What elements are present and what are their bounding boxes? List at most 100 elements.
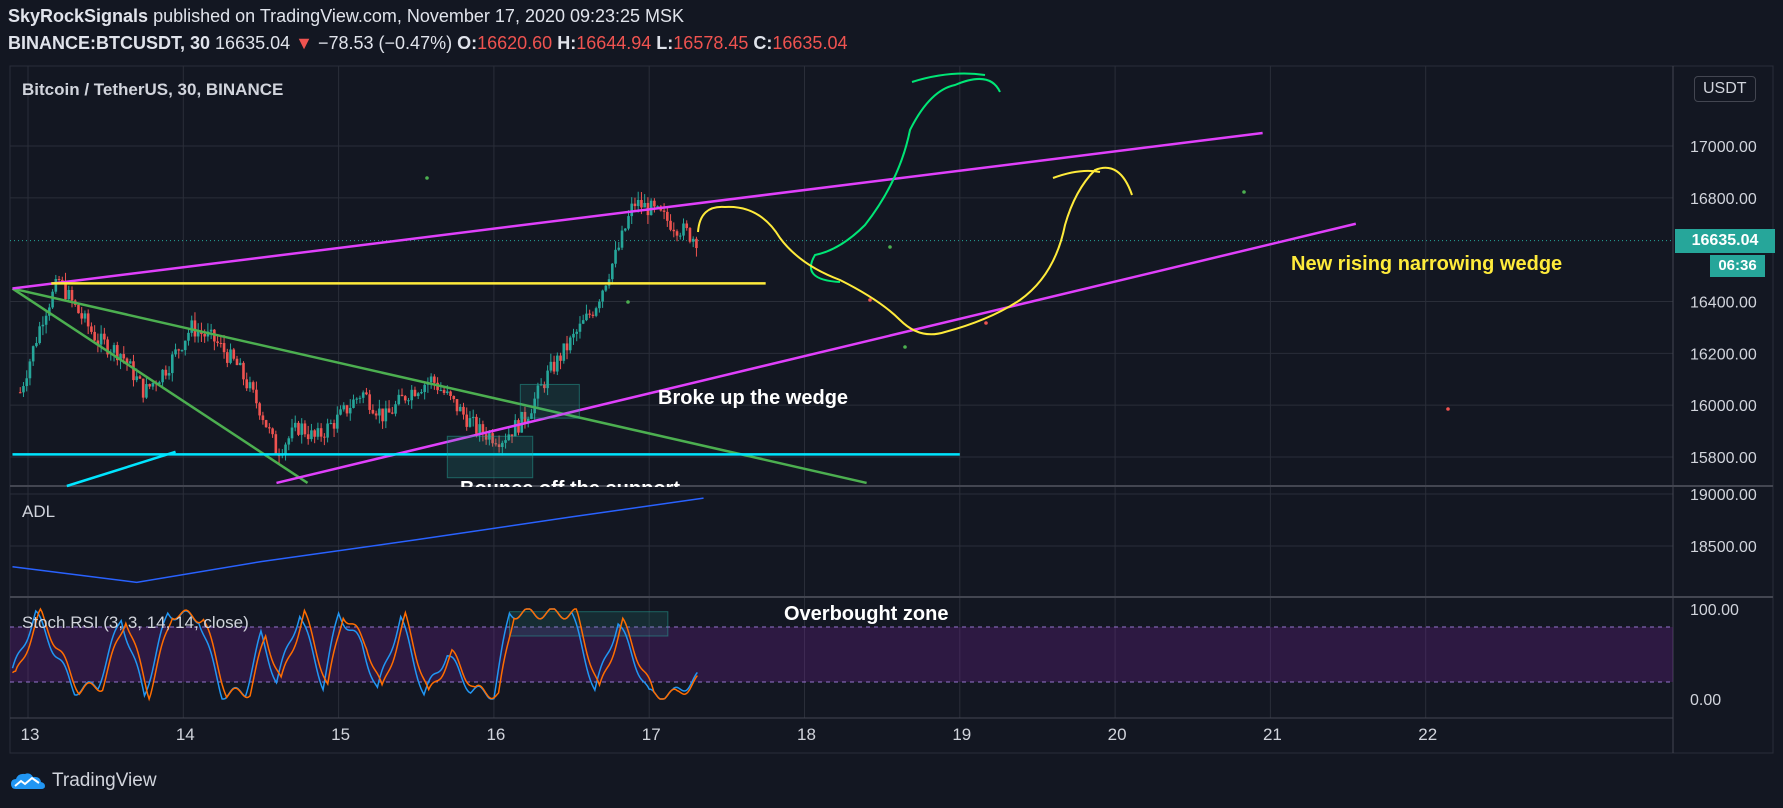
candle-body [219,342,223,344]
price-tick-label: 16000.00 [1690,398,1757,415]
candle-body [429,376,433,383]
candle-body [268,427,271,429]
candle-body [264,420,268,428]
candle-body [271,428,274,435]
candle-body [238,362,242,366]
candle-body [284,444,287,454]
candle-body [559,355,562,361]
candle-body [400,394,404,397]
tradingview-label: TradingView [52,770,157,791]
candle-body [562,343,566,361]
candle-body [25,378,29,387]
candle-body [384,408,388,422]
adl-panel-title: ADL [22,502,56,521]
candle-body [35,343,38,347]
candle-body [145,384,148,398]
candle-body [510,434,514,437]
candle-body [287,438,291,445]
candle-body [666,211,669,221]
marker-dot [1446,407,1450,411]
candle-body [90,326,93,332]
footer-brand[interactable]: TradingView [10,770,157,792]
annotation-broke[interactable]: Broke up the wedge [658,387,849,409]
candle-body [688,228,692,242]
currency-badge[interactable]: USDT [1694,76,1756,102]
candle-body [471,416,475,419]
candle-body [378,408,381,416]
candle-body [358,397,362,399]
candle-body [336,414,339,429]
low-value: 16578.45 [673,33,749,53]
candle-body [452,395,456,400]
candle-body [316,428,320,437]
candle-body [446,391,449,393]
candle-body [633,203,637,207]
candle-body [22,386,25,393]
author-name[interactable]: SkyRockSignals [8,6,149,26]
candle-body [158,382,161,385]
candle-body [235,358,239,366]
down-arrow-icon: ▼ [295,33,313,53]
candle-body [585,313,588,321]
candle-body [141,378,145,398]
candle-body [44,315,48,325]
candle-body [93,331,96,341]
candle-body [222,343,226,353]
candle-body [543,384,546,389]
candle-body [365,392,368,395]
candle-body [387,408,391,413]
yellow-projection-path [697,166,1133,336]
symbol-label[interactable]: BINANCE:BTCUSDT, 30 [8,33,211,53]
candle-body [614,249,617,264]
candle-body [617,247,621,250]
candle-body [636,199,640,207]
x-tick-label: 13 [21,725,40,744]
candle-body [326,423,329,438]
candle-body [403,396,407,401]
candle-body [520,411,524,433]
candle-body [128,361,132,364]
candle-body [255,389,258,404]
candle-body [653,200,656,207]
rsi-tick-label: 100.00 [1690,602,1739,619]
annotation-bounce[interactable]: Bounce off the support [460,478,680,487]
candle-body [297,422,300,435]
indicators [11,497,704,702]
candle-body [627,216,630,229]
price-tick-label: 16400.00 [1690,295,1757,312]
open-label: O: [457,33,478,53]
candle-body [342,405,346,410]
adl-tick-label: 18500.00 [1690,539,1757,556]
candle-body [685,223,689,229]
candle-body [620,230,624,248]
falling-wedge-upper-line [12,287,867,485]
candle-body [310,430,313,440]
stoch-k-line [11,608,698,700]
candle-body [196,331,200,337]
candle-body [103,333,106,340]
candle-body [216,341,219,343]
x-tick-label: 18 [797,725,816,744]
candle-body [546,370,549,389]
candle-body [80,313,84,319]
candle-body [151,383,155,387]
candle-body [433,376,436,383]
candle-body [313,430,316,437]
candle-body [329,423,333,425]
last-price-tag: 16635.04 [1675,229,1775,253]
marker-dot [626,300,630,304]
annotation-overbought[interactable]: Overbought zone [784,603,949,625]
candle-body [106,339,109,355]
x-tick-label: 16 [486,725,505,744]
x-tick-label: 17 [642,725,661,744]
x-tick-label: 21 [1263,725,1282,744]
candle-body [368,394,371,410]
annotation-wedge[interactable]: New rising narrowing wedge [1291,253,1563,275]
candle-body [229,349,232,363]
candle-body [611,263,614,280]
candle-body [501,442,504,447]
drawings[interactable] [11,72,1450,637]
candle-body [513,420,517,437]
candle-body [258,403,261,416]
